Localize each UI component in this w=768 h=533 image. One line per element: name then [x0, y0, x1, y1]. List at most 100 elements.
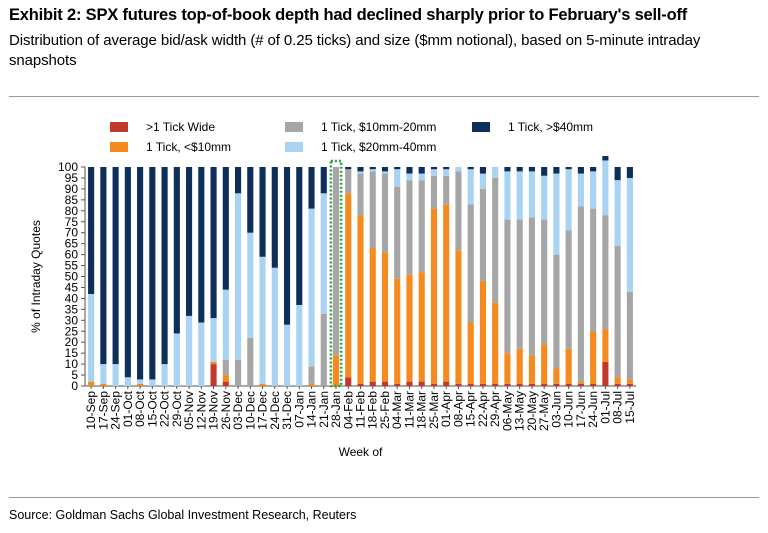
bar-segment [345, 169, 352, 194]
bar-segment [234, 359, 242, 386]
bar-segment [614, 245, 621, 378]
bar-segment [541, 219, 548, 345]
bar-segment [504, 383, 511, 386]
bar-segment [161, 364, 168, 386]
y-tick-label: 80 [65, 204, 79, 218]
bar-segment [467, 383, 474, 386]
bar-segment [479, 383, 486, 386]
legend-label: >1 Tick Wide [146, 120, 215, 134]
x-tick-label: 15-Apr [464, 391, 478, 427]
bar-segment [455, 250, 462, 384]
bar-segment [308, 167, 315, 209]
bar-segment [430, 383, 438, 386]
page-subtitle: Distribution of average bid/ask width (#… [9, 32, 701, 69]
bar-segment [381, 173, 389, 253]
bar-segment [516, 348, 523, 384]
y-tick-label: 15 [65, 346, 79, 360]
bar-segment [492, 177, 499, 303]
bar-segment [296, 304, 303, 386]
y-tick-label: 85 [65, 193, 79, 207]
bar-segment [602, 329, 609, 362]
bar-segment [479, 167, 486, 174]
x-tick-label: 19-Nov [207, 391, 221, 430]
bar-segment [173, 333, 180, 386]
bottom-divider [9, 497, 759, 498]
bar-segment [381, 252, 389, 382]
bar-segment [332, 167, 340, 356]
x-tick-label: 10-Sep [84, 391, 98, 430]
bar-segment [394, 186, 401, 279]
bar-segment [394, 383, 401, 386]
bar-segment [467, 169, 474, 205]
bar-segment [100, 364, 107, 384]
x-tick-label: 22-Apr [476, 391, 490, 427]
bar-segment [112, 364, 119, 386]
bar-segment [345, 377, 352, 386]
x-tick-label: 06-May [500, 391, 514, 431]
bar-segment [271, 167, 278, 268]
bar-segment [320, 313, 327, 386]
bar-segment [626, 291, 633, 380]
bar-segment [443, 204, 450, 382]
bar-segment [418, 167, 425, 174]
y-tick-label: 75 [65, 215, 79, 229]
bar-segment [186, 167, 193, 316]
bar-segment [357, 173, 364, 216]
y-tick-label: 65 [65, 237, 79, 251]
bar-segment [577, 381, 584, 384]
bar-segment [590, 331, 597, 384]
bar-segment [455, 383, 462, 386]
y-tick-label: 40 [65, 291, 79, 305]
bar-segment [198, 167, 205, 323]
x-tick-label: 18-Mar [415, 391, 429, 429]
bar-segment [418, 173, 425, 181]
bar-segment [626, 177, 633, 292]
bar-segment [357, 171, 364, 174]
x-tick-label: 12-Nov [194, 391, 208, 430]
bar-segment [124, 377, 131, 386]
legend-swatch [285, 122, 303, 132]
x-tick-label: 10-Jun [562, 391, 576, 428]
bar-segment [210, 318, 217, 362]
legend-swatch [110, 122, 128, 132]
bar-segment [320, 167, 327, 194]
bar-segment [259, 256, 266, 384]
bar-segment [467, 167, 474, 170]
bar-segment [357, 215, 364, 384]
x-tick-label: 11-Feb [354, 391, 368, 428]
x-tick-label: 28-Jan [329, 391, 343, 428]
bar-segment [332, 355, 340, 386]
bar-segment [137, 167, 144, 380]
bar-segment [210, 361, 217, 365]
bar-segment [602, 156, 609, 161]
top-divider [9, 96, 759, 97]
y-tick-label: 5 [71, 368, 78, 382]
bar-segment [492, 167, 499, 178]
bar-segment [479, 173, 486, 189]
x-tick-label: 03-Jun [549, 391, 563, 428]
x-tick-label: 29-Apr [488, 391, 502, 427]
x-tick-label: 21-Jan [317, 391, 331, 428]
bar-segment [149, 167, 156, 380]
bar-segment [112, 167, 119, 365]
bar-segment [541, 175, 548, 220]
x-tick-label: 24-Sep [109, 391, 123, 430]
bar-segment [369, 248, 376, 382]
bar-segment [308, 208, 315, 367]
x-tick-label: 13-May [513, 391, 527, 431]
bar-segment [394, 169, 401, 187]
x-tick-label: 25-Mar [427, 391, 441, 429]
x-tick-label: 20-May [525, 391, 539, 431]
bar-segment [577, 167, 584, 174]
x-tick-label: 05-Nov [182, 391, 196, 430]
bar-segment [283, 167, 291, 325]
bar-segment [492, 383, 499, 386]
bar-segment [504, 353, 511, 384]
bar-segment [308, 366, 315, 384]
x-tick-label: 25-Feb [378, 391, 392, 429]
bar-segment [186, 315, 193, 386]
bar-segment [590, 208, 597, 332]
bar-segment [467, 204, 474, 323]
page-title: Exhibit 2: SPX futures top-of-book depth… [9, 6, 688, 24]
y-tick-label: 95 [65, 171, 79, 185]
